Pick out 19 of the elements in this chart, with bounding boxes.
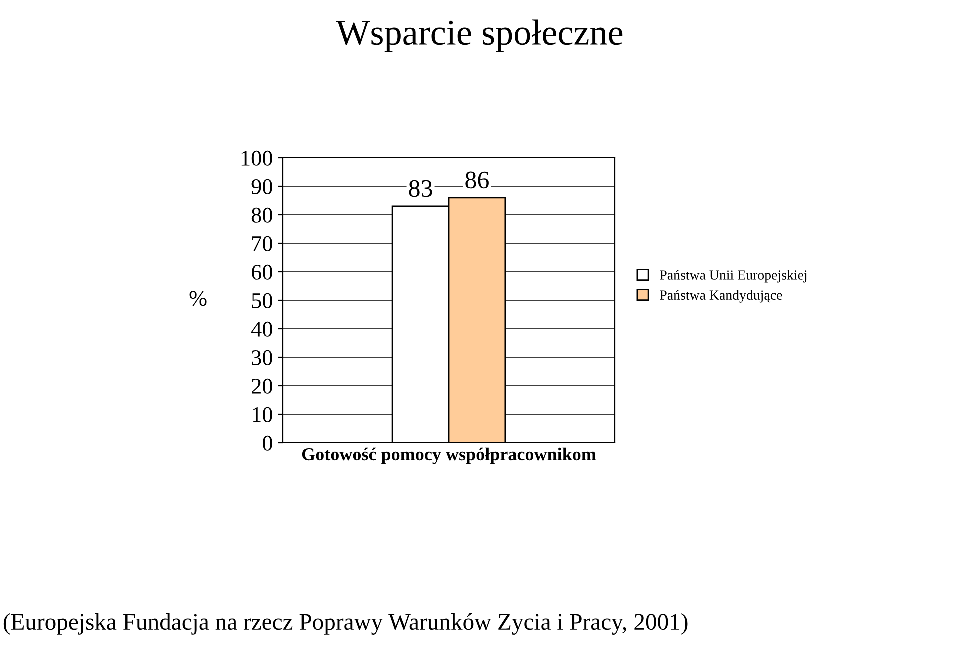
data-label: 86	[466, 172, 489, 189]
x-tick-label: Gotowość pomocy współpracownikom	[302, 448, 596, 464]
y-tick-label: 30	[252, 350, 272, 366]
y-tick-label: 50	[252, 293, 272, 308]
y-tick-label: 40	[251, 322, 272, 337]
y-tick-label: 90	[252, 179, 272, 194]
y-tick-label: 0	[263, 436, 272, 451]
y-tick-label: 80	[252, 208, 272, 223]
data-label: 83	[409, 180, 432, 198]
y-tick-label: 20	[252, 378, 272, 394]
legend-label: Państwa Unii Europejskiej	[660, 270, 807, 283]
text: (Europejska Fundacja na rzecz Poprawy Warunków Zycia i Pracy, 2001)	[4, 613, 688, 635]
y-tick-label: 70	[252, 236, 272, 252]
y-axis-title: %	[190, 291, 207, 306]
y-tick-label: 60	[252, 264, 272, 280]
chart-title: Wsparcie społeczne	[336, 20, 623, 52]
y-tick-label: 100	[242, 150, 272, 166]
y-tick-label: 10	[253, 407, 272, 422]
legend-label: Państwa Kandydujące	[660, 290, 782, 303]
